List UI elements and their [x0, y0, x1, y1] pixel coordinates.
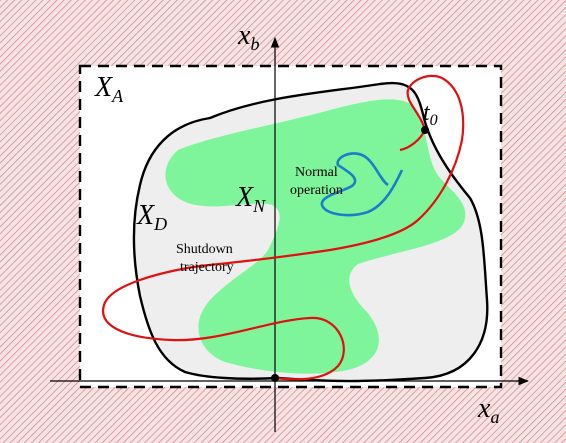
x-a-axis-label: xa	[477, 393, 499, 427]
domain-label: XD	[136, 200, 167, 234]
t0-point	[421, 126, 429, 134]
t0-label: t0	[423, 100, 438, 129]
x-b-axis-label: xb	[237, 20, 259, 54]
normal-operation-label: Normal operation	[290, 165, 343, 198]
origin-point	[271, 374, 279, 382]
shutdown-trajectory-label: Shutdown trajectory	[176, 242, 236, 275]
admissible-set-label: XA	[94, 72, 124, 106]
normal-operation-path	[320, 152, 404, 217]
normal-operation-region	[165, 99, 466, 374]
shutdown-trajectory-path	[102, 74, 465, 381]
normal-set-label: XN	[235, 182, 266, 216]
